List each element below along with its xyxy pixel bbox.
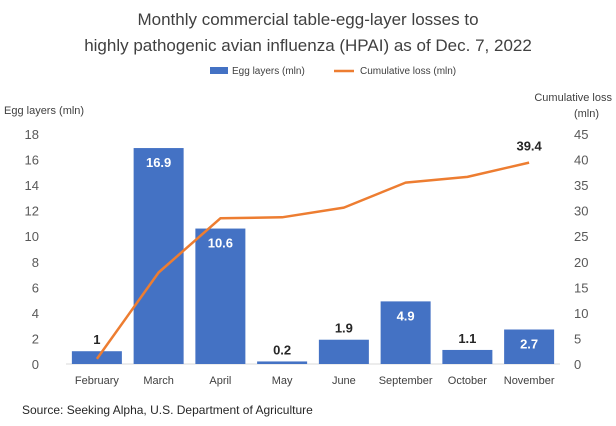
- x-tick-label: February: [75, 375, 120, 387]
- left-tick-label: 18: [25, 127, 39, 142]
- bar: [504, 329, 555, 364]
- line-series: [95, 161, 530, 360]
- bar-data-label: 1.1: [458, 331, 476, 346]
- chart-title-line-2: highly pathogenic avian influenza (HPAI)…: [84, 36, 532, 55]
- bar-data-label: 0.2: [273, 342, 291, 357]
- chart-title-line-1: Monthly commercial table-egg-layer losse…: [137, 10, 478, 29]
- left-tick-label: 6: [32, 280, 39, 295]
- left-tick-label: 4: [32, 306, 39, 321]
- right-tick-label: 15: [574, 280, 588, 295]
- legend-label-egg-layers: Egg layers (mln): [232, 66, 305, 77]
- bar-data-label: 2.7: [520, 337, 538, 352]
- right-tick-label: 40: [574, 153, 588, 168]
- x-tick-label: March: [143, 375, 174, 387]
- x-tick-label: September: [379, 375, 433, 387]
- cumulative-loss-line: [95, 161, 530, 360]
- right-tick-label: 35: [574, 178, 588, 193]
- right-tick-label: 5: [574, 331, 581, 346]
- right-tick-label: 0: [574, 357, 581, 372]
- x-tick-label: April: [209, 375, 231, 387]
- right-tick-label: 20: [574, 255, 588, 270]
- right-tick-label: 45: [574, 127, 588, 142]
- right-tick-label: 30: [574, 204, 588, 219]
- left-tick-label: 2: [32, 331, 39, 346]
- line-data-label: 39.4: [516, 139, 542, 154]
- right-axis-title-line-2: (mln): [574, 108, 599, 120]
- bar: [257, 361, 308, 364]
- right-axis-title-line-1: Cumulative loss: [534, 92, 612, 104]
- bar: [133, 148, 184, 364]
- bar: [442, 349, 493, 364]
- right-tick-label: 10: [574, 306, 588, 321]
- bar-data-label: 1.9: [335, 321, 353, 336]
- left-axis-title: Egg layers (mln): [4, 105, 84, 117]
- source-note: Source: Seeking Alpha, U.S. Department o…: [22, 403, 313, 417]
- bar: [380, 301, 431, 364]
- left-axis-ticks: 0 2 4 6 8 10 12 14 16 18: [25, 127, 39, 372]
- left-tick-label: 12: [25, 204, 39, 219]
- data-labels: 1 16.9 10.6 0.2 1.9 4.9 1.1 2.7 39.4: [93, 139, 542, 358]
- bar: [195, 228, 246, 364]
- x-axis-ticks: February March April May June September Octobe…: [75, 375, 555, 387]
- left-tick-label: 8: [32, 255, 39, 270]
- bar-data-label: 4.9: [397, 308, 415, 323]
- left-tick-label: 16: [25, 153, 39, 168]
- x-tick-label: November: [504, 375, 555, 387]
- bar-series: [71, 148, 555, 364]
- bar-data-label: 16.9: [146, 155, 171, 170]
- x-tick-label: October: [448, 375, 487, 387]
- x-tick-label: May: [272, 375, 293, 387]
- bar: [318, 339, 369, 364]
- right-tick-label: 25: [574, 229, 588, 244]
- legend-swatch-egg-layers: [210, 67, 228, 74]
- bar-data-label: 10.6: [208, 236, 233, 251]
- legend: Egg layers (mln) Cumulative loss (mln): [210, 66, 456, 77]
- legend-label-cumulative-loss: Cumulative loss (mln): [360, 66, 456, 77]
- right-axis-ticks: 0 5 10 15 20 25 30 35 40 45: [574, 127, 588, 372]
- left-tick-label: 10: [25, 229, 39, 244]
- left-tick-label: 0: [32, 357, 39, 372]
- bar-data-label: 1: [93, 332, 100, 347]
- left-tick-label: 14: [25, 178, 39, 193]
- x-tick-label: June: [332, 375, 356, 387]
